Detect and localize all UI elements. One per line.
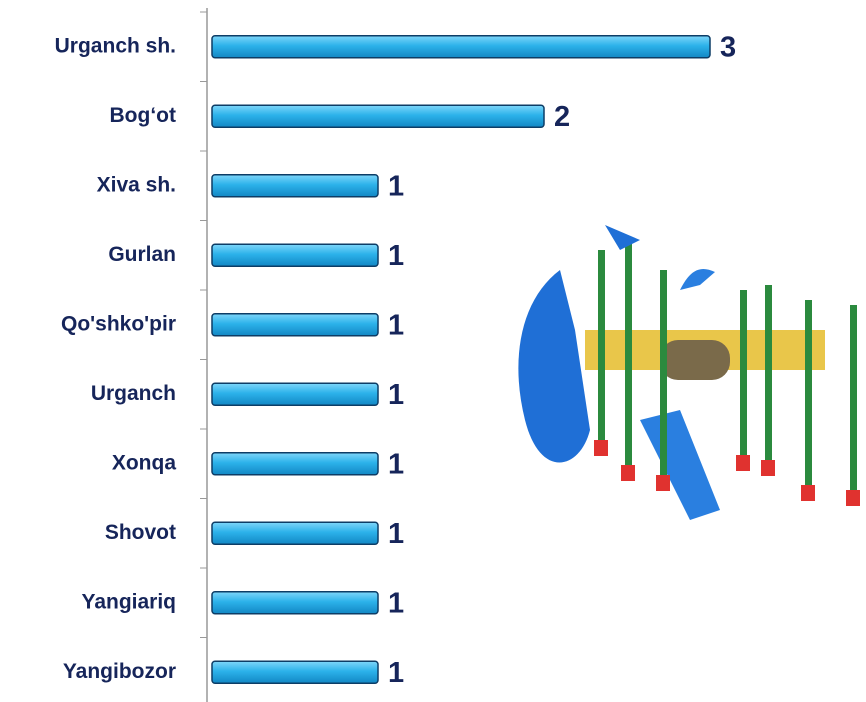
category-label: Xiva sh. (97, 173, 176, 196)
bar (212, 175, 378, 197)
category-label: Gurlan (108, 243, 176, 266)
bar (212, 36, 710, 58)
value-label: 1 (388, 379, 404, 411)
chart: Urganch sh. 3 Bog‘ot 2 Xiva sh. 1 Gurlan 1 Qo'sh… (0, 0, 866, 702)
value-label: 2 (554, 101, 570, 133)
category-label: Yangibozor (63, 660, 176, 683)
bar (212, 661, 378, 683)
category-label: Qo'shko'pir (61, 312, 176, 335)
bar (212, 592, 378, 614)
playground-illustration (518, 225, 860, 520)
bar (212, 383, 378, 405)
value-label: 1 (388, 587, 404, 619)
category-label: Yangiariq (81, 590, 176, 613)
category-label: Bog‘ot (110, 104, 176, 127)
category-label: Urganch (91, 382, 176, 405)
value-label: 1 (388, 170, 404, 202)
bar (212, 522, 378, 544)
bar (212, 244, 378, 266)
value-label: 1 (388, 657, 404, 689)
value-label: 1 (388, 518, 404, 550)
bar (212, 105, 544, 127)
value-label: 1 (388, 309, 404, 341)
bar (212, 453, 378, 475)
value-label: 3 (720, 31, 736, 63)
value-label: 1 (388, 240, 404, 272)
value-label: 1 (388, 448, 404, 480)
category-label: Urganch sh. (55, 34, 176, 57)
category-label: Shovot (105, 521, 176, 544)
bar (212, 314, 378, 336)
category-label: Xonqa (112, 451, 176, 474)
